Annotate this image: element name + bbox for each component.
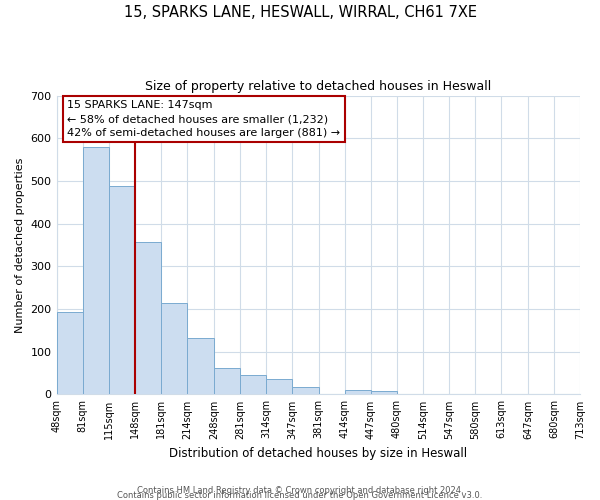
Bar <box>240 375 266 394</box>
Bar <box>371 391 397 394</box>
Text: Contains HM Land Registry data © Crown copyright and database right 2024.: Contains HM Land Registry data © Crown c… <box>137 486 463 495</box>
Bar <box>109 186 135 394</box>
Bar <box>135 242 161 394</box>
Bar <box>266 380 292 394</box>
Title: Size of property relative to detached houses in Heswall: Size of property relative to detached ho… <box>145 80 491 93</box>
Bar <box>83 147 109 394</box>
Bar <box>344 390 371 394</box>
Text: 15, SPARKS LANE, HESWALL, WIRRAL, CH61 7XE: 15, SPARKS LANE, HESWALL, WIRRAL, CH61 7… <box>124 5 476 20</box>
Bar <box>56 312 83 394</box>
Bar <box>214 368 240 394</box>
Text: Contains public sector information licensed under the Open Government Licence v3: Contains public sector information licen… <box>118 491 482 500</box>
Bar <box>292 387 319 394</box>
Bar <box>161 302 187 394</box>
Text: 15 SPARKS LANE: 147sqm
← 58% of detached houses are smaller (1,232)
42% of semi-: 15 SPARKS LANE: 147sqm ← 58% of detached… <box>67 100 340 138</box>
Y-axis label: Number of detached properties: Number of detached properties <box>15 158 25 332</box>
X-axis label: Distribution of detached houses by size in Heswall: Distribution of detached houses by size … <box>169 447 467 460</box>
Bar <box>187 338 214 394</box>
